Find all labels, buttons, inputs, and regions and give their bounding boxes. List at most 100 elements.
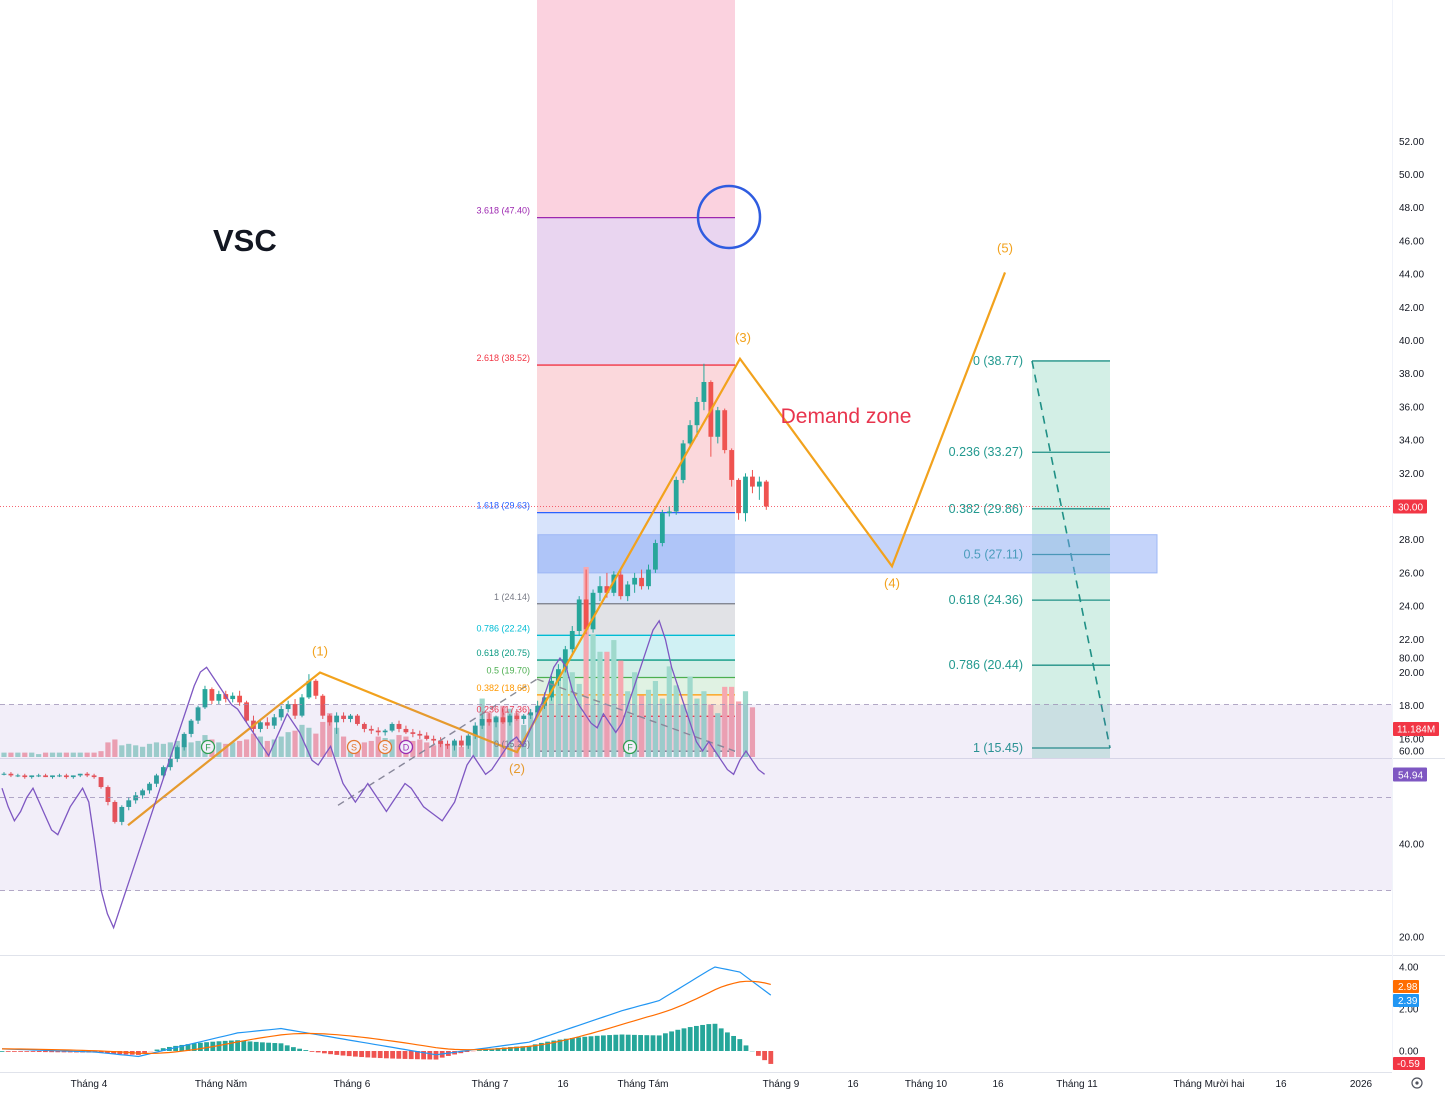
candle-body [556, 669, 561, 681]
time-tick-label: Tháng Mười hai [1173, 1079, 1244, 1090]
candle-body [91, 775, 97, 778]
annotation-badge [622, 739, 638, 755]
volume-bar [486, 713, 492, 757]
candle-body [160, 767, 166, 776]
volume-bar [70, 752, 76, 757]
macd-histogram-bar [247, 1041, 253, 1051]
fib-left-label: 3.618 (47.40) [476, 206, 530, 216]
candle-body [348, 715, 353, 719]
volume-bar [528, 716, 534, 757]
candle-body [507, 715, 513, 723]
candle-body [36, 775, 42, 777]
macd-histogram-bar [756, 1051, 761, 1056]
macd-histogram-bar [111, 1051, 116, 1054]
macd-histogram-bar [49, 1051, 54, 1053]
annotation-badge [398, 739, 414, 755]
macd-histogram-bar [396, 1051, 402, 1059]
candle-body [119, 806, 125, 822]
volume-bar [458, 746, 464, 757]
candle-body [154, 775, 159, 784]
candle-body [105, 787, 111, 802]
macd-histogram-bar [191, 1043, 197, 1051]
volume-bar [334, 727, 340, 757]
candle-body [174, 747, 180, 759]
macd-histogram-bar [185, 1044, 191, 1051]
demand-zone[interactable] [0, 506, 1392, 574]
macd-histogram-bar [681, 1028, 687, 1051]
macd-histogram-bar [98, 1051, 104, 1054]
volume-badge [1393, 722, 1439, 736]
macd-histogram-bar [582, 1036, 588, 1051]
macd-histogram-bar [737, 1039, 743, 1051]
macd-histogram-bar [117, 1051, 123, 1055]
time-tick-label: 16 [992, 1079, 1004, 1090]
volume-bar [638, 695, 645, 757]
macd-histogram-bar [508, 1047, 513, 1051]
macd-histogram-bar [346, 1051, 352, 1057]
volume-bar [285, 732, 291, 757]
price-tick-label: 22.00 [1399, 635, 1424, 646]
candle-body [549, 680, 554, 698]
macd-histogram-bar [532, 1044, 538, 1051]
rsi-line [1, 619, 765, 930]
candle-body [202, 689, 208, 708]
macd-histogram-bar [328, 1051, 333, 1055]
macd-histogram-bar [663, 1033, 668, 1051]
macd-histogram-bar [458, 1051, 464, 1054]
candle-body [327, 715, 333, 723]
highlight-circle[interactable] [696, 184, 762, 250]
time-tick-label: Tháng 7 [472, 1079, 509, 1090]
time-axis[interactable]: Tháng 4 Tháng Năm Tháng 6 Tháng 7 16 Tháng Tá… [0, 1072, 1423, 1091]
annotation-letter: F [205, 743, 211, 753]
candle-body [140, 790, 145, 796]
price-tick-label: 34.00 [1399, 436, 1424, 447]
macd-histogram-bar [613, 1034, 619, 1051]
fib-left-label: 0.618 (20.75) [476, 648, 530, 658]
signal-value-badge [1393, 980, 1419, 993]
candle-body [1, 773, 7, 775]
volume-bar [63, 752, 69, 757]
wave-label: (1) [312, 644, 328, 659]
volume-bar [444, 743, 451, 757]
volume-bar [112, 739, 118, 757]
fib-left-label: 0.786 (22.24) [476, 623, 530, 633]
price-tick-label: 42.00 [1399, 303, 1424, 314]
volume-bar [715, 713, 721, 757]
candle-body [258, 722, 263, 729]
candle-body [57, 775, 62, 777]
candle-body [618, 574, 624, 597]
event-annotations[interactable]: FSSDF [200, 739, 638, 755]
volume-bar [472, 733, 478, 757]
volume-bar [167, 742, 173, 757]
elliott-wave-lines[interactable]: (1) (2) (3) (4) (5) [127, 240, 1013, 827]
macd-histogram-bar [173, 1045, 178, 1051]
annotation-badge [377, 739, 393, 755]
macd-histogram-bar [160, 1048, 166, 1051]
candle-body [285, 704, 291, 710]
macd-histogram-bar [601, 1035, 606, 1051]
candle-body [486, 718, 492, 723]
macd-tick-label: 0.00 [1399, 1047, 1419, 1058]
candle-body [22, 775, 28, 778]
macd-histogram-bar [241, 1040, 247, 1051]
candle-body [195, 707, 201, 721]
macd-histogram-bar [421, 1051, 426, 1060]
wave-label: (2) [509, 761, 525, 776]
candle-body [361, 723, 367, 729]
current-price-badge [1393, 499, 1427, 514]
candle-body [604, 586, 610, 593]
volume-bar [389, 739, 395, 757]
price-axis[interactable]: 16.00 18.00 20.00 22.00 24.00 26.00 28.00 30.00… [1393, 137, 1439, 746]
wave-label: (3) [735, 330, 751, 345]
price-tick-label: 32.00 [1399, 469, 1424, 480]
volume-bar [133, 745, 139, 757]
candle-body [493, 717, 499, 723]
fib-labels-left: 3.618 (47.40) 2.618 (38.52) 1.618 (29.63) 1… [476, 206, 530, 750]
macd-histogram-bar [334, 1051, 340, 1055]
volume-bar [548, 681, 555, 757]
price-tick-label: 46.00 [1399, 236, 1424, 247]
candle-body [521, 715, 527, 719]
candle-body [43, 775, 48, 778]
macd-histogram-bar [297, 1048, 302, 1051]
